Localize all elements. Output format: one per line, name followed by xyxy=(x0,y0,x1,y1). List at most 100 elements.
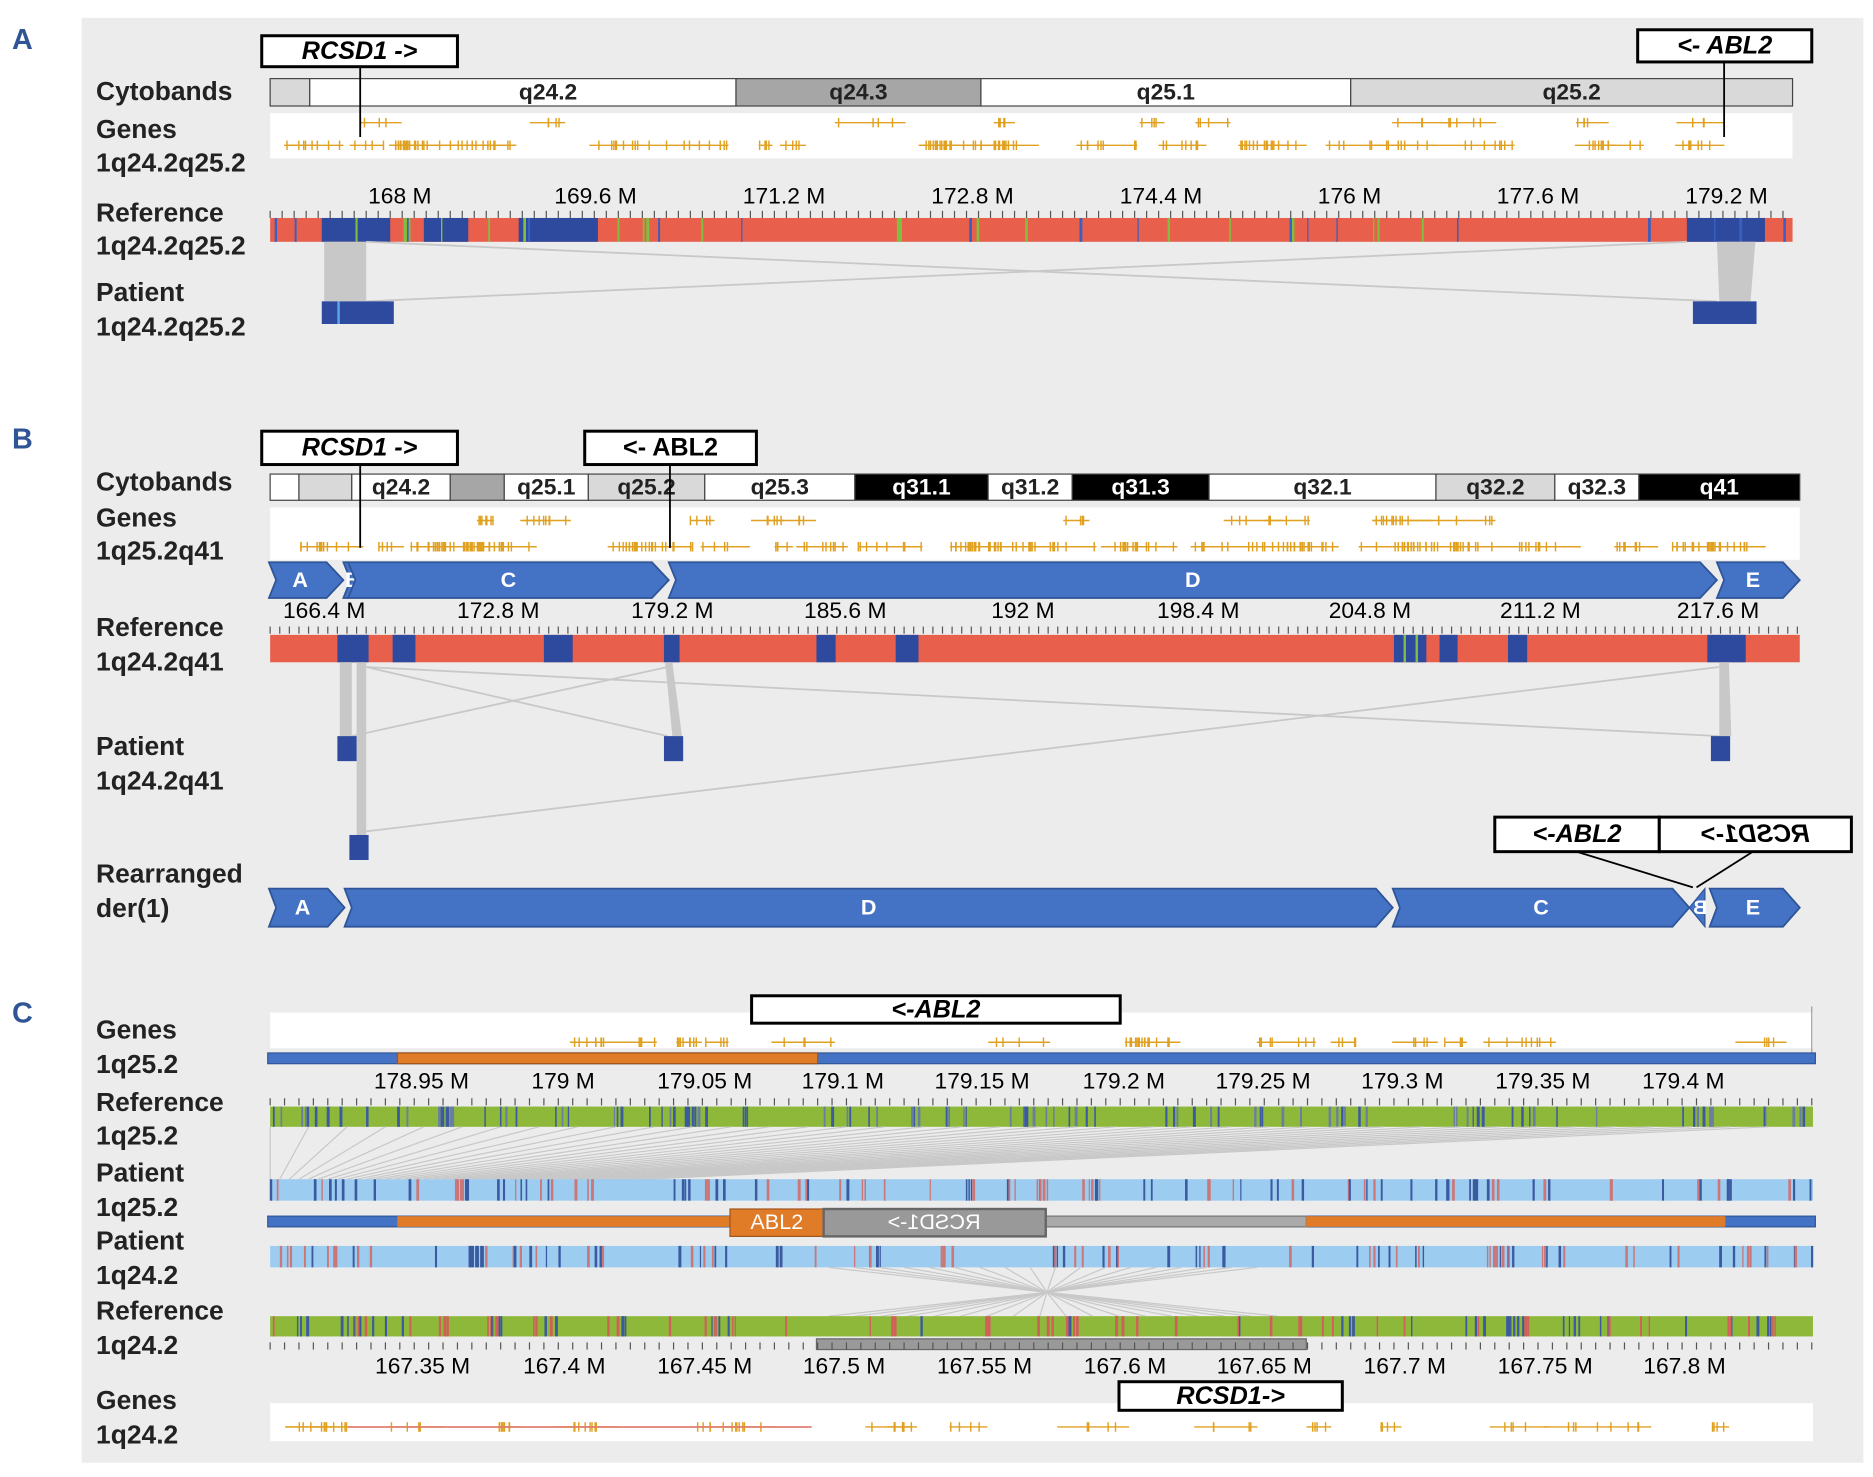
connector xyxy=(1046,1291,1093,1317)
segment-label: E xyxy=(1746,568,1760,592)
connector xyxy=(404,1126,809,1180)
fusion-box xyxy=(822,1207,1047,1238)
alignment xyxy=(1719,662,1732,737)
reference-block xyxy=(1686,217,1765,242)
connector xyxy=(854,1291,1048,1317)
tick-label: 179.35 M xyxy=(1495,1068,1590,1094)
panel-letter: A xyxy=(12,24,33,56)
connector xyxy=(288,1126,348,1180)
alignment xyxy=(339,662,352,737)
patient-block xyxy=(1710,736,1731,762)
connector xyxy=(878,1266,1048,1293)
connector xyxy=(366,666,1720,833)
connector xyxy=(635,1126,1731,1180)
gene-box-label: <- ABL2 xyxy=(1677,32,1772,60)
connector xyxy=(1046,1266,1132,1293)
panel-letter: C xyxy=(12,997,33,1029)
cytoband xyxy=(1435,473,1556,501)
track-label: Patient xyxy=(96,277,184,307)
track-label: 1q24.2 xyxy=(96,1260,178,1290)
tick-label: 185.6 M xyxy=(804,597,886,623)
connector xyxy=(625,1126,1692,1180)
segment-arrow xyxy=(343,887,1394,928)
connector xyxy=(423,1126,885,1180)
track-label: Patient xyxy=(96,1157,184,1187)
tick-label: 179.25 M xyxy=(1216,1068,1311,1094)
cytoband-label: q31.2 xyxy=(1001,473,1059,499)
panel-letter: B xyxy=(12,423,33,455)
gene-box-label: <- ABL2 xyxy=(623,434,718,462)
tick-label: 172.8 M xyxy=(457,597,539,623)
segment-arrow xyxy=(1391,887,1691,928)
connector xyxy=(366,1126,655,1180)
connector xyxy=(1046,1266,1081,1293)
connector xyxy=(1046,1291,1278,1317)
cytoband-label: q24.2 xyxy=(519,79,577,105)
gene-box xyxy=(583,429,758,467)
connector xyxy=(907,1291,1048,1317)
cytoband-label: q31.1 xyxy=(892,473,950,499)
connector xyxy=(979,1266,1048,1293)
reference-bar xyxy=(270,634,1800,663)
segment-label: C xyxy=(501,568,517,592)
patient-block xyxy=(337,736,357,762)
fusion-rcsd1 xyxy=(1045,1215,1307,1228)
cytoband xyxy=(735,78,982,107)
connector xyxy=(539,1126,1346,1180)
reference-block xyxy=(1393,634,1427,663)
track-label: Genes xyxy=(96,502,177,532)
reference-block xyxy=(663,634,680,663)
alignment xyxy=(324,241,367,302)
connector xyxy=(986,1291,1048,1317)
cytoband-label: q32.2 xyxy=(1466,473,1524,499)
gene-track xyxy=(270,113,1793,159)
gene-box xyxy=(1493,815,1661,854)
tick-label: 179.2 M xyxy=(1685,183,1767,209)
tick-label: 179.3 M xyxy=(1361,1068,1443,1094)
alignment xyxy=(665,662,682,737)
connector xyxy=(567,1126,1462,1180)
cytoband xyxy=(503,473,589,501)
track-label: Genes xyxy=(96,1015,177,1045)
gene-box-label: RCSD1-> xyxy=(1176,1382,1285,1410)
reference-block xyxy=(392,634,416,663)
cytoband xyxy=(449,473,505,501)
track-label: 1q24.2 xyxy=(96,1420,178,1450)
tick-label: 179.1 M xyxy=(802,1068,884,1094)
segment-label: D xyxy=(861,896,877,920)
segment-label: B xyxy=(1693,898,1707,919)
tick-label: 176 M xyxy=(1318,183,1381,209)
tick-label: 217.6 M xyxy=(1677,597,1759,623)
track-label: Genes xyxy=(96,114,177,144)
cytoband-label: q24.2 xyxy=(372,473,430,499)
cytoband xyxy=(298,473,353,501)
connector xyxy=(337,1126,540,1180)
connector xyxy=(853,1266,1048,1293)
track-label: 1q25.2 xyxy=(96,1049,178,1079)
connector xyxy=(881,1291,1048,1317)
reference-block xyxy=(423,217,469,242)
connector xyxy=(529,1126,1308,1180)
connector xyxy=(577,1126,1500,1180)
tick-label: 167.7 M xyxy=(1364,1352,1446,1378)
gene-track xyxy=(270,507,1800,560)
gene-box-label: RCSD1 -> xyxy=(302,434,418,462)
reference-block xyxy=(1439,634,1458,663)
mirrored-label: RCSD1-> xyxy=(1701,820,1810,848)
connector xyxy=(327,1126,501,1180)
reference-block xyxy=(1707,634,1746,663)
segment-label: E xyxy=(1746,896,1760,920)
connector xyxy=(366,240,1687,303)
tick-label: 178.95 M xyxy=(374,1068,469,1094)
track-label: Reference xyxy=(96,1087,224,1117)
gene-bar-abl2 xyxy=(396,1052,819,1065)
segment-arrow xyxy=(667,561,1719,599)
cytoband xyxy=(704,473,856,501)
connector xyxy=(587,1126,1539,1180)
rcsd1-bar xyxy=(815,1338,1307,1351)
track-label: Patient xyxy=(96,731,184,761)
connector xyxy=(1039,1292,1048,1317)
connector xyxy=(960,1291,1048,1317)
